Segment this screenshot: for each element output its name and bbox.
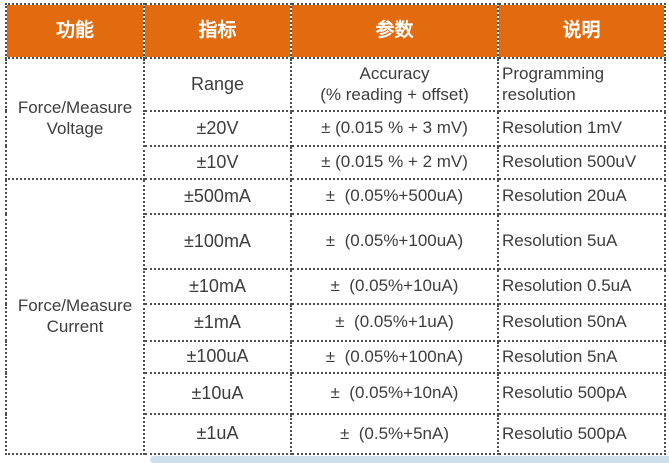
desc-cell: Resolution 500uV xyxy=(497,145,666,180)
spec-cell: ±500mA xyxy=(143,178,292,215)
desc-cell: Programming resolution xyxy=(497,57,666,112)
param-cell: ± (0.015 % + 3 mV) xyxy=(290,110,499,147)
header-indicator: 指标 xyxy=(143,3,292,59)
param-cell: Accuracy (% reading + offset) xyxy=(290,57,499,112)
table-row: ±10mA ± (0.05%+10uA) Resolution 0.5uA xyxy=(6,268,666,305)
header-description: 说明 xyxy=(497,3,666,59)
table-row: ±100mA ± (0.05%+100uA) Resolution 5uA xyxy=(6,213,666,270)
group-cell-current: Force/Measure Current xyxy=(5,178,145,455)
desc-cell: Resolutio 500pA xyxy=(497,413,666,455)
desc-cell: Resolution 5nA xyxy=(497,340,666,374)
group-cell-voltage: Force/Measure Voltage xyxy=(5,57,145,180)
param-cell: ± (0.05%+100nA) xyxy=(290,340,499,374)
header-parameter: 参数 xyxy=(290,3,499,59)
param-cell: ± (0.05%+500uA) xyxy=(290,178,499,215)
table-header-row: 功能 指标 参数 说明 xyxy=(5,3,666,59)
spec-cell: ±10V xyxy=(143,145,292,180)
table-row: ±10uA ± (0.05%+10nA) Resolutio 500pA xyxy=(6,372,666,415)
background-accent xyxy=(150,456,669,463)
spec-table: 功能 指标 参数 说明 Force/Measure Voltage Range … xyxy=(5,3,666,455)
spec-cell: Range xyxy=(143,57,292,112)
desc-cell: Resolution 20uA xyxy=(497,178,666,215)
desc-cell: Resolution 5uA xyxy=(497,213,666,270)
spec-cell: ±100uA xyxy=(143,340,292,374)
table-row: Force/Measure Current ±500mA ± (0.05%+50… xyxy=(5,178,666,455)
desc-cell: Resolution 1mV xyxy=(497,110,666,147)
spec-cell: ±100mA xyxy=(143,213,292,270)
table-row: ±1uA ± (0.5%+5nA) Resolutio 500pA xyxy=(6,413,666,455)
desc-cell: Resolution 0.5uA xyxy=(497,268,666,305)
table-row: ±100uA ± (0.05%+100nA) Resolution 5nA xyxy=(6,340,666,374)
param-cell: ± (0.05%+100uA) xyxy=(290,213,499,270)
param-cell: ± (0.05%+1uA) xyxy=(290,303,499,342)
param-cell: ± (0.05%+10nA) xyxy=(290,372,499,415)
spec-cell: ±20V xyxy=(143,110,292,147)
spec-cell: ±10uA xyxy=(143,372,292,415)
table-row: ±20V ± (0.015 % + 3 mV) Resolution 1mV xyxy=(6,110,666,147)
desc-cell: Resolutio 500pA xyxy=(497,372,666,415)
header-function: 功能 xyxy=(5,3,145,59)
desc-cell: Resolution 50nA xyxy=(497,303,666,342)
param-cell: ± (0.015 % + 2 mV) xyxy=(290,145,499,180)
param-cell: ± (0.5%+5nA) xyxy=(290,413,499,455)
table-row: Force/Measure Voltage Range Accuracy (% … xyxy=(5,57,666,180)
param-cell: ± (0.05%+10uA) xyxy=(290,268,499,305)
table-row: ±10V ± (0.015 % + 2 mV) Resolution 500uV xyxy=(6,145,666,180)
table-row: ±1mA ± (0.05%+1uA) Resolution 50nA xyxy=(6,303,666,342)
spec-cell: ±1mA xyxy=(143,303,292,342)
spec-cell: ±1uA xyxy=(143,413,292,455)
spec-cell: ±10mA xyxy=(143,268,292,305)
